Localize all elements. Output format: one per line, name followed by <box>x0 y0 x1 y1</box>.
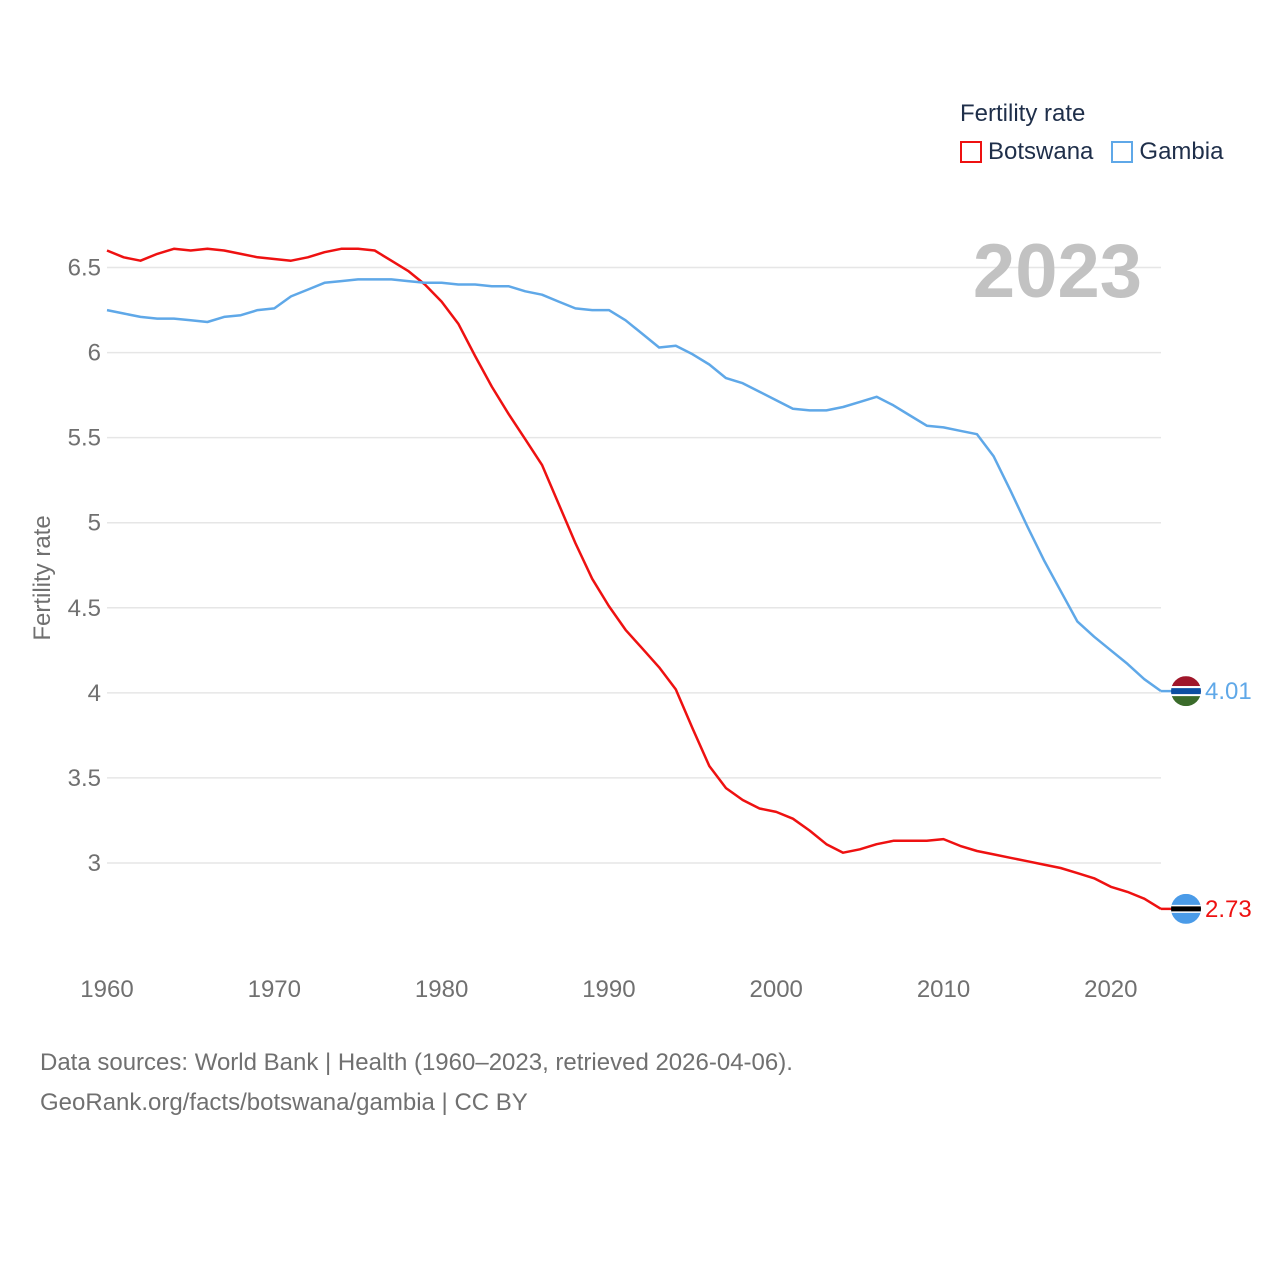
series-line-botswana <box>106 247 1162 910</box>
x-tick-label: 1970 <box>248 976 301 1003</box>
legend-title: Fertility rate <box>960 100 1086 127</box>
end-value-label-botswana: 2.73 <box>1205 896 1252 923</box>
x-tick-label: 2010 <box>917 976 970 1003</box>
gridlines <box>107 266 1161 864</box>
legend-swatch-botswana <box>960 141 982 163</box>
y-tick-label: 5.5 <box>68 425 101 452</box>
legend-item-botswana[interactable]: Botswana <box>960 138 1093 166</box>
year-label: 2023 <box>972 229 1142 314</box>
attribution-link[interactable]: GeoRank.org/facts/botswana/gambia | CC B… <box>40 1089 528 1116</box>
x-tick-label: 1990 <box>582 976 635 1003</box>
end-markers: 2.73 4.01 <box>1161 676 1252 924</box>
flag-botswana-icon <box>1171 893 1201 924</box>
y-tick-label: 4.5 <box>68 595 101 622</box>
x-tick-label: 2000 <box>750 976 803 1003</box>
y-axis-title: Fertility rate <box>29 515 56 640</box>
data-sources-text: Data sources: World Bank | Health (1960–… <box>40 1049 793 1076</box>
y-tick-label: 6 <box>88 340 101 367</box>
series-line-gambia <box>106 278 1162 693</box>
legend-item-gambia[interactable]: Gambia <box>1111 138 1223 166</box>
y-axis-ticks: 3 3.5 4 4.5 5 5.5 6 6.5 <box>68 255 101 877</box>
legend-swatch-gambia <box>1111 141 1134 163</box>
y-tick-label: 4 <box>88 680 101 707</box>
y-tick-label: 3 <box>88 850 101 877</box>
footer: Data sources: World Bank | Health (1960–… <box>40 1043 793 1123</box>
x-tick-label: 2020 <box>1084 976 1137 1003</box>
series-lines <box>106 247 1162 910</box>
y-tick-label: 3.5 <box>68 765 101 792</box>
x-tick-label: 1980 <box>415 976 468 1003</box>
y-tick-label: 6.5 <box>68 255 101 282</box>
legend-label-gambia: Gambia <box>1139 138 1224 165</box>
legend: Fertility rate Botswana Gambia <box>960 100 1241 166</box>
end-value-label-gambia: 4.01 <box>1205 678 1252 705</box>
legend-label-botswana: Botswana <box>988 138 1094 165</box>
x-tick-label: 1960 <box>80 976 133 1003</box>
y-tick-label: 5 <box>88 510 101 537</box>
flag-gambia-icon <box>1171 676 1201 707</box>
x-axis-ticks: 1960 1970 1980 1990 2000 2010 2020 <box>80 976 1137 1003</box>
